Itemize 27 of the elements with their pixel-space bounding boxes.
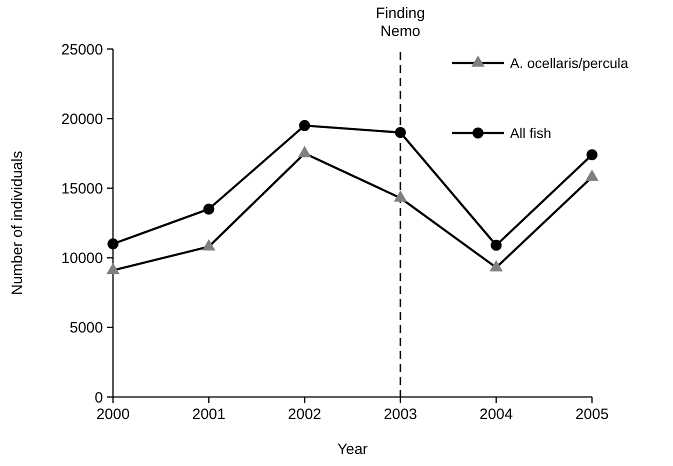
y-tick-label: 20000: [61, 110, 103, 128]
point: [490, 260, 503, 272]
x-tick-label: 2001: [192, 406, 226, 423]
point: [394, 127, 406, 138]
legend-label: A. ocellaris/percula: [510, 54, 628, 71]
point: [394, 190, 407, 202]
x-tick-label: 2000: [96, 406, 130, 423]
legend-label: All fish: [510, 124, 552, 141]
y-axis-title: Number of individuals: [9, 150, 26, 296]
point: [203, 204, 214, 215]
x-tick-label: 2003: [384, 406, 418, 423]
y-tick-label: 15000: [61, 180, 103, 198]
point: [108, 238, 118, 250]
y-tick-label: 5000: [70, 320, 103, 337]
y-tick-label: 25000: [61, 41, 103, 58]
point: [299, 120, 310, 132]
x-tick-label: 2005: [575, 406, 609, 423]
x-axis-title: Year: [337, 441, 368, 458]
x-tick-label: 2004: [480, 406, 513, 423]
x-tick-label: 2002: [288, 406, 322, 423]
y-tick-label: 10000: [61, 250, 103, 268]
point: [106, 262, 120, 274]
ref-line-label: Finding Nemo: [376, 5, 425, 40]
point: [586, 149, 598, 160]
point: [202, 239, 216, 250]
y-tick-label: 0: [94, 389, 103, 406]
point: [490, 240, 502, 251]
